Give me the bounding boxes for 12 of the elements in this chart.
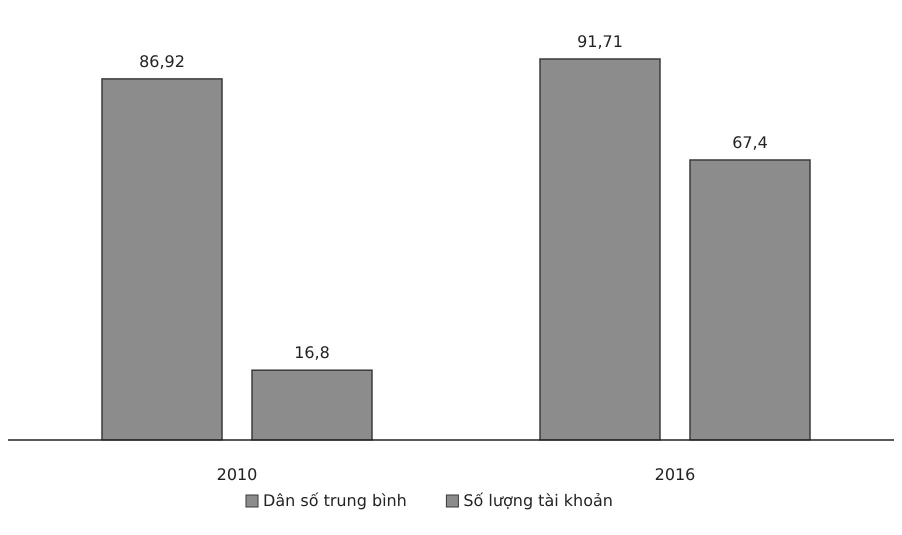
legend-label: Số lượng tài khoản [463,491,613,510]
legend-label: Dân số trung bình [263,491,407,510]
data-label: 86,92 [139,52,185,71]
data-label: 91,71 [577,32,623,51]
bar [251,369,373,441]
x-tick-label: 2016 [654,465,696,484]
data-label: 67,4 [732,132,768,152]
bar [689,159,811,441]
bar [101,78,223,441]
x-tick-label: 2010 [216,465,258,484]
bar [539,58,661,441]
data-label: 16,8 [294,343,330,362]
